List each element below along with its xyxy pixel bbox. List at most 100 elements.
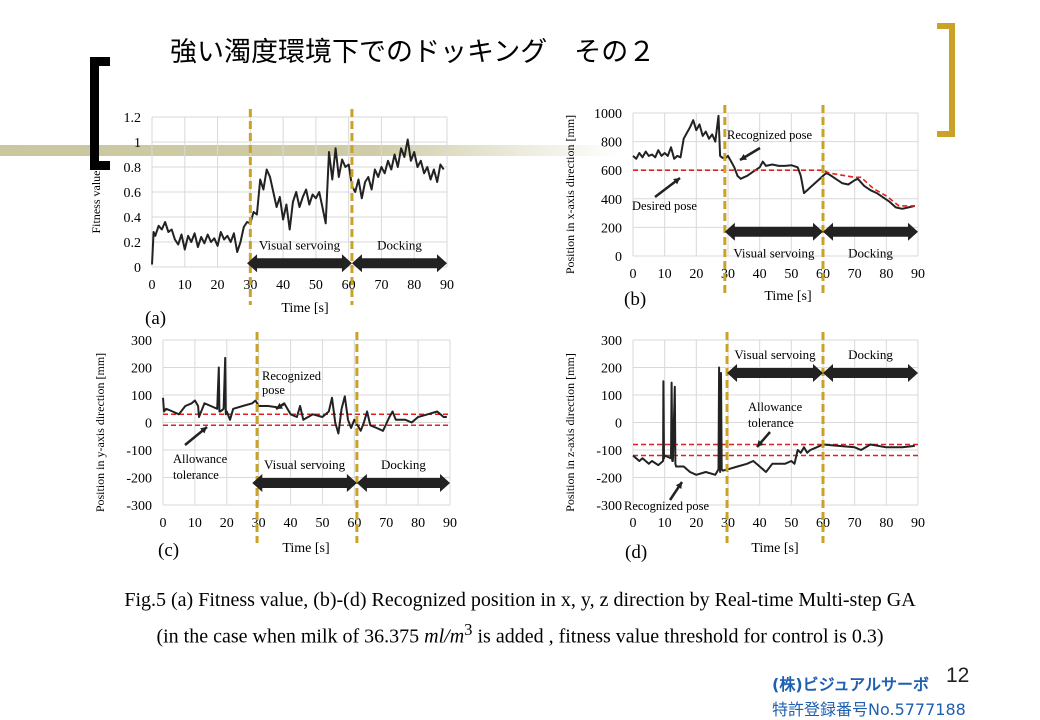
x-tick-label: 10 <box>658 516 672 531</box>
x-tick-label: 30 <box>243 278 257 293</box>
annotation-arrowhead <box>675 482 682 489</box>
caption-unit: ml/m <box>424 625 465 648</box>
y-tick-label: 1000 <box>594 107 622 122</box>
y-tick-label: 0.4 <box>124 211 142 226</box>
y-tick-label: 800 <box>601 136 622 151</box>
annotation-arrowhead <box>757 440 764 447</box>
x-tick-label: 50 <box>784 516 798 531</box>
figure-caption-line1: Fig.5 (a) Fitness value, (b)-(d) Recogni… <box>124 589 916 611</box>
y-tick-label: 400 <box>601 193 622 208</box>
x-tick-label: 70 <box>848 516 862 531</box>
x-tick-label: 20 <box>220 516 234 531</box>
annotation-label: Recognized <box>262 369 322 383</box>
phase-double-arrow <box>247 254 352 273</box>
panel-label: (a) <box>145 308 166 329</box>
y-tick-label: 100 <box>131 389 152 404</box>
x-tick-label: 90 <box>911 516 925 531</box>
x-axis-title: Time [s] <box>282 541 329 556</box>
x-axis-title: Time [s] <box>281 301 328 316</box>
caption-text-end: is added , fitness value threshold for c… <box>472 625 884 648</box>
y-tick-label: 600 <box>601 164 622 179</box>
x-tick-label: 50 <box>309 278 323 293</box>
x-tick-label: 30 <box>252 516 266 531</box>
phase-double-arrow <box>356 474 450 492</box>
phase-double-arrow <box>727 364 823 382</box>
x-tick-label: 0 <box>630 267 637 282</box>
x-tick-label: 80 <box>407 278 421 293</box>
y-tick-label: 0 <box>615 417 622 432</box>
panel-label: (c) <box>158 540 179 561</box>
x-tick-label: 50 <box>784 267 798 282</box>
chart-b: 010203040506070809002004006008001000Posi… <box>563 105 925 310</box>
x-tick-label: 10 <box>178 278 192 293</box>
chart-a: 0 10 20 30 40 50 60 70 80 90 0 0.2 0.4 0.6 0.8 1 1.2 Fitn… <box>89 109 454 329</box>
y-tick-label: 1.2 <box>124 111 142 126</box>
y-axis-title: Position in y-axis direction [mm] <box>93 353 107 512</box>
annotation-label: tolerance <box>748 416 794 430</box>
y-tick-label: 300 <box>601 334 622 349</box>
slide-title: 強い濁度環境下でのドッキング その２ <box>170 37 656 68</box>
series-line <box>162 356 447 435</box>
caption-exponent: 3 <box>464 620 473 639</box>
annotation-arrowhead <box>740 153 747 160</box>
x-tick-label: 90 <box>440 278 454 293</box>
x-tick-label: 70 <box>379 516 393 531</box>
decorative-band <box>0 145 620 156</box>
y-tick-label: -100 <box>126 444 152 459</box>
x-tick-label: 0 <box>630 516 637 531</box>
figure-caption-line2: (in the case when milk of 36.375 ml/m3 i… <box>0 620 1040 649</box>
chart-d: 0 10 20 30 40 50 60 70 80 90 -300 -200 -100 0 100 200 30… <box>563 332 925 563</box>
desired-pose-line <box>633 169 915 207</box>
phase-label: Docking <box>381 457 426 472</box>
annotation-label: pose <box>262 383 285 397</box>
y-tick-label: 200 <box>131 362 152 377</box>
phase-double-arrow <box>823 222 918 241</box>
phase-label: Visual servoing <box>734 347 816 362</box>
y-tick-label: -300 <box>126 499 152 514</box>
x-axis-title: Time [s] <box>764 289 811 304</box>
phase-double-arrow <box>252 474 357 492</box>
y-tick-label: -100 <box>596 444 622 459</box>
y-tick-label: 0.6 <box>124 186 142 201</box>
x-tick-label: 10 <box>188 516 202 531</box>
phase-label: Visual servoing <box>259 237 341 252</box>
phase-double-arrow <box>724 222 823 241</box>
x-tick-label: 0 <box>160 516 167 531</box>
annotation-label: tolerance <box>173 468 219 482</box>
y-axis-title: Position in x-axis direction [mm] <box>563 115 577 274</box>
x-tick-label: 50 <box>315 516 329 531</box>
caption-text: (in the case when milk of 36.375 <box>156 625 425 648</box>
phase-label: Visual servoing <box>264 457 346 472</box>
y-tick-label: 300 <box>131 334 152 349</box>
y-tick-label: 0 <box>145 417 152 432</box>
phase-label: Docking <box>377 237 422 252</box>
x-tick-label: 70 <box>374 278 388 293</box>
x-tick-label: 40 <box>284 516 298 531</box>
left-bracket-decoration <box>90 57 110 170</box>
y-tick-label: 0.8 <box>124 161 142 176</box>
annotation-label: Desired pose <box>632 199 697 213</box>
y-axis-title: Position in z-axis direction [mm] <box>563 353 577 512</box>
y-tick-label: -200 <box>126 472 152 487</box>
panel-label: (d) <box>625 542 647 563</box>
y-axis-title: Fitness value <box>89 171 103 234</box>
x-tick-label: 10 <box>658 267 672 282</box>
y-tick-label: 200 <box>601 362 622 377</box>
chart-c: 0 10 20 30 40 50 60 70 80 90 -300 -200 -100 0 100 200 30… <box>93 332 457 561</box>
x-tick-label: 30 <box>721 516 735 531</box>
phase-label: Docking <box>848 347 893 362</box>
x-tick-label: 40 <box>276 278 290 293</box>
series-line <box>632 366 915 476</box>
x-tick-label: 40 <box>753 516 767 531</box>
y-tick-label: 100 <box>601 389 622 404</box>
phase-label: Visual servoing <box>733 246 815 261</box>
x-tick-label: 70 <box>848 267 862 282</box>
annotation-label: Allowance <box>173 452 228 466</box>
x-tick-label: 80 <box>411 516 425 531</box>
x-axis-title: Time [s] <box>751 541 798 556</box>
series-line <box>151 138 445 265</box>
y-tick-label: -300 <box>596 499 622 514</box>
x-tick-label: 60 <box>347 516 361 531</box>
right-bracket-decoration <box>937 23 955 137</box>
